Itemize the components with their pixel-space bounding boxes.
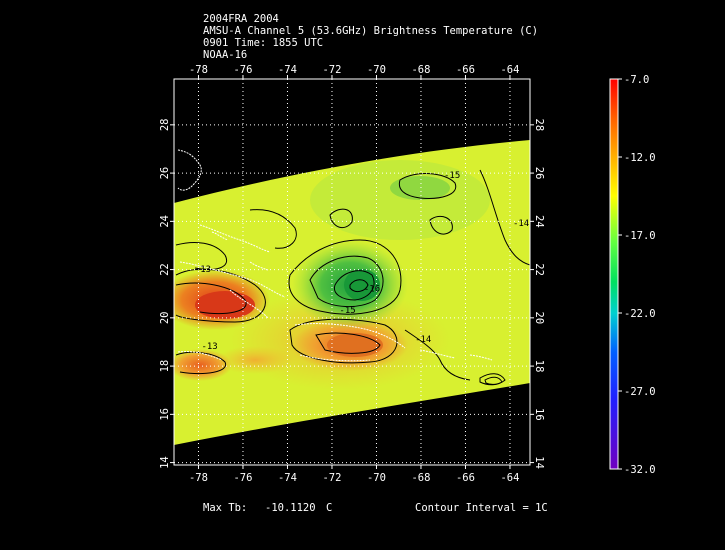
x-tick-label-top: -64 (500, 64, 519, 76)
contour-label: -16 (364, 284, 380, 294)
y-tick-label-left: 24 (159, 215, 171, 228)
y-tick-label-left: 22 (159, 263, 171, 276)
x-axis-bottom: -78 -76 -74 -72 -70 -68 -66 -64 (189, 465, 519, 484)
x-tick-label-top: -72 (322, 64, 341, 76)
x-axis-top: -78 -76 -74 -72 -70 -68 -66 -64 (189, 64, 519, 79)
y-tick-label-right: 20 (533, 312, 545, 325)
y-axis-left: 14 16 18 20 22 24 26 28 (159, 119, 174, 469)
contour-label: -15 (339, 306, 355, 316)
y-tick-label-right: 16 (533, 408, 545, 421)
coastlines (177, 149, 493, 362)
colorbar-label: -7.0 (624, 74, 649, 86)
x-tick-label-top: -76 (233, 64, 252, 76)
max-tb-label: Max Tb: (203, 502, 248, 514)
x-tick-label-bottom: -78 (189, 472, 208, 484)
x-tick-label-bottom: -66 (456, 472, 475, 484)
colorbar-label: -27.0 (624, 386, 656, 398)
contour-label: -13 (201, 342, 217, 352)
x-tick-label-top: -68 (411, 64, 430, 76)
contour-labels: -13 -13 -14 -14 -15 -15 -16 (195, 171, 529, 352)
product-title: AMSU-A Channel 5 (53.6GHz) Brightness Te… (203, 25, 539, 37)
y-tick-label-right: 18 (533, 360, 545, 373)
y-tick-label-left: 26 (159, 167, 171, 180)
y-tick-label-left: 16 (159, 408, 171, 421)
grid (174, 79, 530, 465)
x-tick-label-bottom: -64 (500, 472, 519, 484)
x-tick-label-bottom: -72 (322, 472, 341, 484)
time-label: 0901 Time: 1855 UTC (203, 37, 324, 49)
dataset-title: 2004FRA 2004 (203, 13, 279, 25)
colorbar-frame (609, 78, 619, 470)
y-tick-label-left: 20 (159, 312, 171, 325)
y-tick-label-right: 22 (533, 263, 545, 276)
x-tick-label-bottom: -68 (411, 472, 430, 484)
y-tick-label-right: 24 (533, 215, 545, 228)
contour-label: -13 (195, 265, 211, 275)
colorbar-label: -12.0 (624, 152, 656, 164)
x-tick-label-bottom: -70 (367, 472, 386, 484)
contour-lines (175, 169, 530, 386)
y-tick-label-left: 28 (159, 119, 171, 132)
y-tick-label-left: 18 (159, 360, 171, 373)
plot-frame (173, 78, 531, 466)
x-tick-label-bottom: -76 (233, 472, 252, 484)
contour-label: -14 (415, 335, 431, 345)
x-tick-label-top: -78 (189, 64, 208, 76)
colorbar (610, 79, 618, 469)
y-tick-label-left: 14 (159, 456, 171, 469)
contour-interval: Contour Interval = 1C (415, 502, 548, 514)
x-tick-label-bottom: -74 (278, 472, 297, 484)
x-tick-label-top: -66 (456, 64, 475, 76)
y-axis-right: 14 16 18 20 22 24 26 28 (530, 119, 545, 469)
contour-label: -15 (444, 171, 460, 181)
max-tb-value: -10.1120 (265, 502, 316, 514)
x-tick-label-top: -70 (367, 64, 386, 76)
colorbar-label: -22.0 (624, 308, 656, 320)
contour-label: -14 (513, 219, 529, 229)
y-tick-label-right: 14 (533, 456, 545, 469)
colorbar-labels: -7.0 -12.0 -17.0 -22.0 -27.0 -32.0 (618, 74, 656, 476)
y-tick-label-right: 28 (533, 119, 545, 132)
colorbar-label: -32.0 (624, 464, 656, 476)
y-tick-label-right: 26 (533, 167, 545, 180)
satellite-label: NOAA-16 (203, 49, 248, 61)
x-tick-label-top: -74 (278, 64, 297, 76)
colorbar-label: -17.0 (624, 230, 656, 242)
max-tb-unit: C (326, 502, 333, 514)
